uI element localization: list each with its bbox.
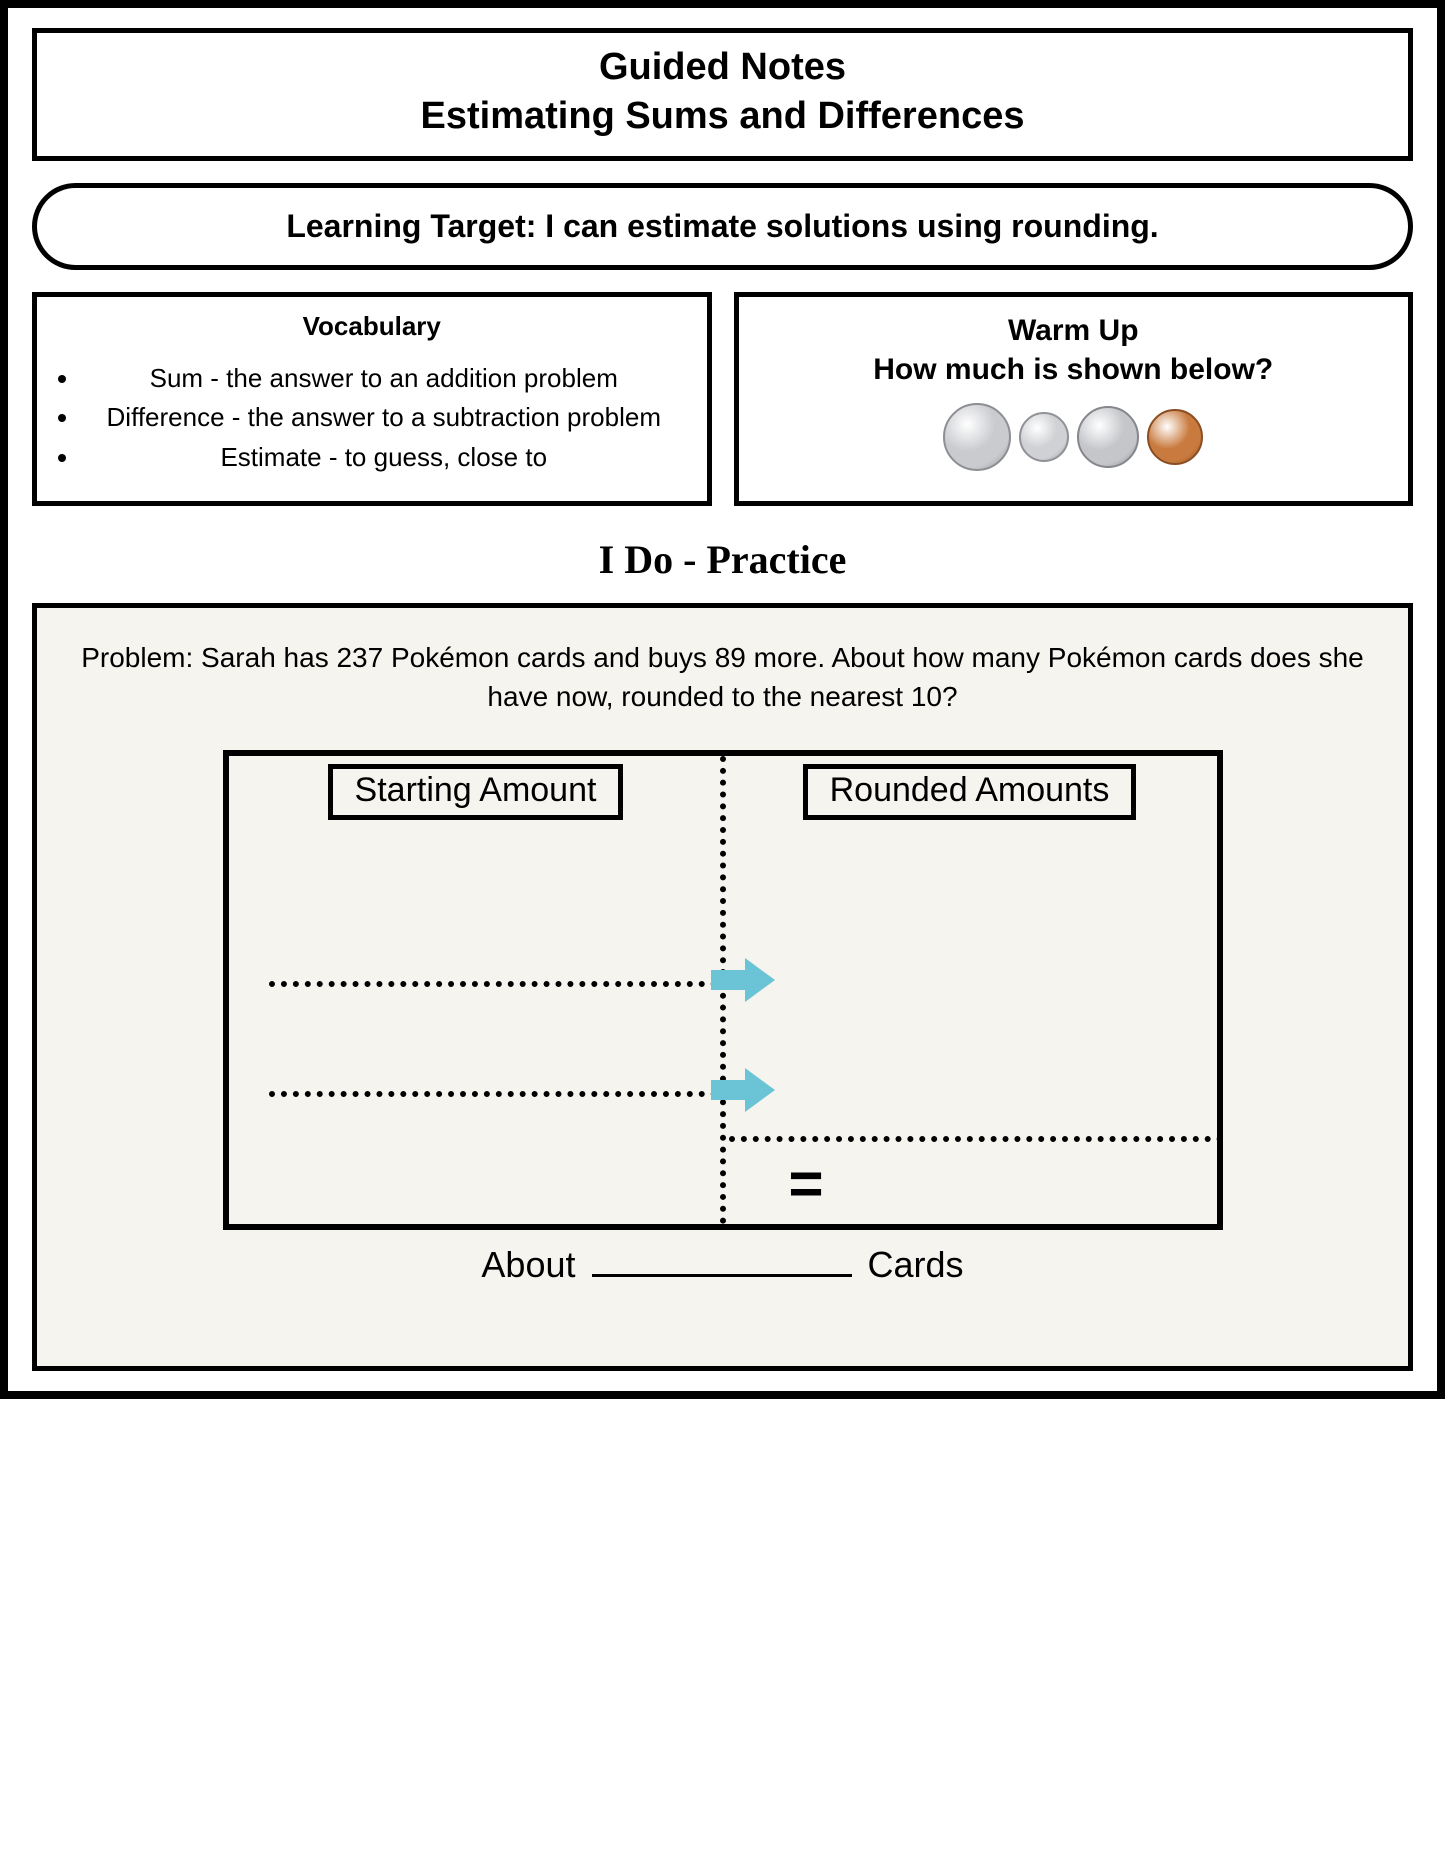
vocabulary-list: Sum - the answer to an addition problem … — [53, 360, 691, 477]
work-table: Starting Amount Rounded Amounts = — [223, 750, 1223, 1230]
vocab-item-text: Estimate - to guess, close to — [81, 439, 687, 477]
warmup-box: Warm Up How much is shown below? — [734, 292, 1414, 506]
vocab-item: Sum - the answer to an addition problem — [81, 360, 691, 398]
vocab-item: Estimate - to guess, close to — [81, 439, 691, 477]
title-line-2: Estimating Sums and Differences — [421, 95, 1025, 137]
vocabulary-title: Vocabulary — [53, 311, 691, 342]
learning-target: Learning Target: I can estimate solution… — [32, 183, 1413, 270]
equals-sign: = — [789, 1166, 824, 1202]
vocab-item-text: Difference - the answer to a subtraction… — [81, 399, 687, 437]
dotted-write-line — [269, 1091, 729, 1097]
vocabulary-box: Vocabulary Sum - the answer to an additi… — [32, 292, 712, 506]
problem-text: Problem: Sarah has 237 Pokémon cards and… — [77, 638, 1368, 716]
penny-coin-icon — [1147, 409, 1203, 465]
answer-blank — [592, 1245, 852, 1277]
work-header-left: Starting Amount — [229, 756, 723, 828]
arrow-right-icon — [711, 1066, 775, 1114]
dotted-write-line — [269, 981, 729, 987]
dotted-write-line — [729, 1136, 1223, 1142]
vocab-item: Difference - the answer to a subtraction… — [81, 399, 691, 437]
section-heading: I Do - Practice — [32, 536, 1413, 583]
arrow-right-icon — [711, 956, 775, 1004]
title-box: Guided Notes Estimating Sums and Differe… — [32, 28, 1413, 161]
dime-coin-icon — [1019, 412, 1069, 462]
coins-row — [755, 403, 1393, 471]
quarter-coin-icon — [943, 403, 1011, 471]
col-left-label: Starting Amount — [328, 764, 624, 820]
nickel-coin-icon — [1077, 406, 1139, 468]
vocab-warmup-row: Vocabulary Sum - the answer to an additi… — [32, 292, 1413, 506]
warmup-line-1: Warm Up — [1008, 314, 1139, 347]
warmup-title: Warm Up How much is shown below? — [755, 311, 1393, 389]
warmup-line-2: How much is shown below? — [873, 353, 1273, 386]
answer-line: About Cards — [77, 1244, 1368, 1286]
work-header-right: Rounded Amounts — [723, 756, 1217, 828]
answer-suffix: Cards — [868, 1244, 964, 1285]
vocab-item-text: Sum - the answer to an addition problem — [81, 360, 687, 398]
practice-panel: Problem: Sarah has 237 Pokémon cards and… — [32, 603, 1413, 1371]
page-frame: Guided Notes Estimating Sums and Differe… — [0, 0, 1445, 1399]
answer-prefix: About — [481, 1244, 575, 1285]
col-right-label: Rounded Amounts — [803, 764, 1137, 820]
title-line-1: Guided Notes — [599, 46, 846, 88]
